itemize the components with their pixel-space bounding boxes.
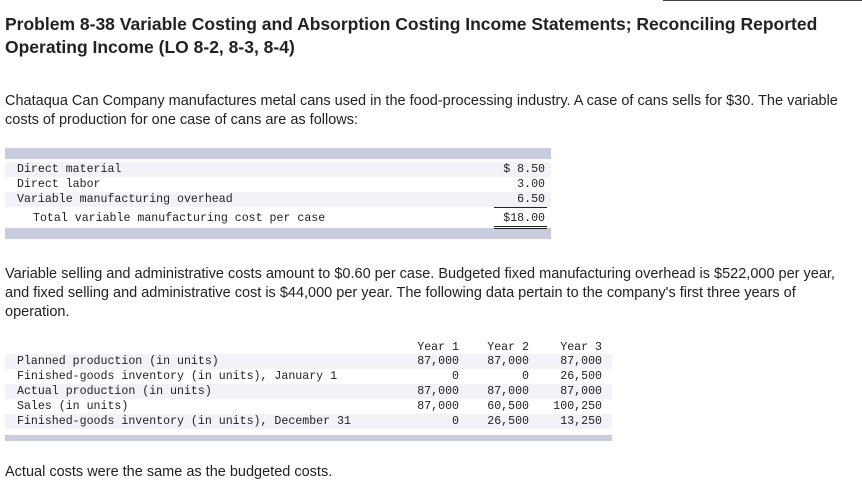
intro-paragraph: Chataqua Can Company manufactures metal …	[5, 93, 838, 128]
cell-year-1: 87,000	[417, 400, 459, 413]
cell-year-2: 87,000	[487, 385, 529, 398]
table-row: Finished-goods inventory (in units), Dec…	[5, 414, 612, 429]
production-data-table: Year 1 Year 2 Year 3 Planned production …	[5, 340, 612, 441]
cost-total-value: $18.00	[503, 212, 545, 225]
table-row: Direct material $ 8.50	[5, 162, 551, 177]
table-row: Actual production (in units) 87,000 87,0…	[5, 384, 612, 399]
cell-year-2: 0	[522, 370, 529, 383]
problem-title: Problem 8-38 Variable Costing and Absorp…	[5, 14, 818, 57]
variable-cost-table: Direct material $ 8.50 Direct labor 3.00…	[5, 148, 551, 239]
subtotal-rule	[494, 207, 547, 208]
cost-label: Variable manufacturing overhead	[17, 193, 233, 206]
cost-value: $ 8.50	[503, 163, 545, 176]
table-footer-band	[5, 228, 551, 239]
total-double-rule	[494, 226, 547, 229]
column-header: Year 1	[417, 341, 459, 354]
column-header: Year 3	[560, 341, 602, 354]
row-label: Finished-goods inventory (in units), Jan…	[17, 370, 338, 383]
cell-year-3: 26,500	[560, 370, 602, 383]
cell-year-3: 87,000	[560, 355, 602, 368]
top-divider	[663, 0, 862, 1]
cell-year-1: 0	[452, 415, 459, 428]
cost-label: Direct labor	[17, 178, 101, 191]
cost-label: Direct material	[17, 163, 122, 176]
footer-note: Actual costs were the same as the budget…	[5, 464, 333, 480]
table-header-row: Year 1 Year 2 Year 3	[5, 340, 612, 355]
row-label: Planned production (in units)	[17, 355, 219, 368]
row-label: Actual production (in units)	[17, 385, 212, 398]
row-label: Sales (in units)	[17, 400, 129, 413]
table-row: Total variable manufacturing cost per ca…	[5, 211, 551, 226]
cell-year-3: 13,250	[560, 415, 602, 428]
table-row: Planned production (in units) 87,000 87,…	[5, 354, 612, 369]
cell-year-1: 87,000	[417, 385, 459, 398]
cost-value: 6.50	[517, 193, 545, 206]
cell-year-2: 26,500	[487, 415, 529, 428]
table-row: Variable manufacturing overhead 6.50	[5, 192, 551, 207]
table-row: Sales (in units) 87,000 60,500 100,250	[5, 399, 612, 414]
cell-year-1: 87,000	[417, 355, 459, 368]
cost-total-label: Total variable manufacturing cost per ca…	[33, 212, 326, 225]
column-header: Year 2	[487, 341, 529, 354]
table-header-band	[5, 148, 551, 159]
table-row: Direct labor 3.00	[5, 177, 551, 192]
cost-value: 3.00	[517, 178, 545, 191]
cell-year-3: 87,000	[560, 385, 602, 398]
table-footer-band	[5, 435, 612, 441]
row-label: Finished-goods inventory (in units), Dec…	[17, 415, 351, 428]
cell-year-2: 87,000	[487, 355, 529, 368]
cell-year-2: 60,500	[487, 400, 529, 413]
cost-details-paragraph: Variable selling and administrative cost…	[5, 266, 835, 320]
table-row: Finished-goods inventory (in units), Jan…	[5, 369, 612, 384]
cell-year-1: 0	[452, 370, 459, 383]
cell-year-3: 100,250	[553, 400, 602, 413]
